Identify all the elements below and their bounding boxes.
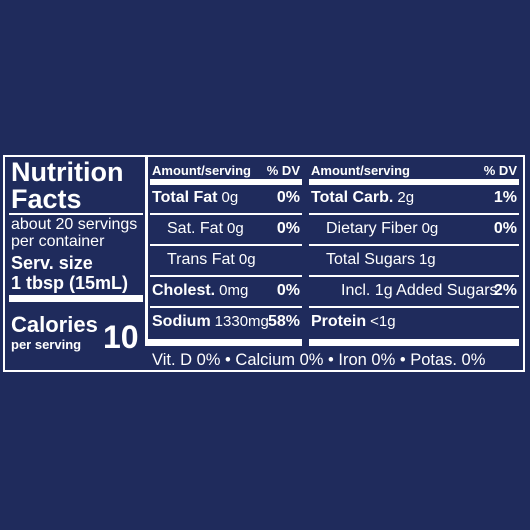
rule xyxy=(150,244,302,246)
servings: about 20 servings xyxy=(11,216,138,233)
row-name: Sat. Fat 0g xyxy=(167,220,244,237)
rule xyxy=(309,306,519,308)
rule xyxy=(150,179,302,185)
row-amount: 0mg xyxy=(219,282,249,299)
rule xyxy=(150,306,302,308)
rule xyxy=(9,295,143,302)
row-name: Protein <1g xyxy=(311,313,396,330)
row-amount: 0g xyxy=(421,220,439,237)
row-name: Total Fat 0g xyxy=(152,189,239,206)
rule xyxy=(150,275,302,277)
rule xyxy=(309,213,519,215)
row-amount: 0g xyxy=(221,189,239,206)
row-name: Total Sugars 1g xyxy=(326,251,436,268)
row-name: Total Carb. 2g xyxy=(311,189,415,206)
row-name: Dietary Fiber 0g xyxy=(326,220,439,237)
rule xyxy=(9,213,143,215)
rule xyxy=(309,339,519,346)
serving-size-label: Serv. size xyxy=(11,253,93,273)
row-amount: 0g xyxy=(238,251,256,268)
calories-label: Calories xyxy=(11,312,98,337)
row-dv: 1% xyxy=(493,189,517,206)
serving-size-value: 1 tbsp (15mL) xyxy=(11,273,129,293)
row-dv: 0% xyxy=(276,282,300,299)
title: Facts xyxy=(11,184,82,214)
row-dv: 58% xyxy=(267,313,300,330)
row-dv: 0% xyxy=(493,220,517,237)
calories-value: 10 xyxy=(103,319,139,355)
servings: per container xyxy=(11,233,105,250)
rule xyxy=(309,179,519,185)
row-amount: 1g xyxy=(418,251,436,268)
row-amount: 1330mg xyxy=(214,313,269,330)
footer: Vit. D 0% • Calcium 0% • Iron 0% • Potas… xyxy=(152,351,486,369)
header: % DV xyxy=(483,163,517,178)
row-name: Trans Fat 0g xyxy=(167,251,256,268)
nutrition-label: Nutrition Facts about 20 servings per conta… xyxy=(3,155,525,372)
row-amount: <1g xyxy=(370,313,396,330)
calories-sub: per serving xyxy=(11,337,82,352)
rule xyxy=(150,213,302,215)
divider xyxy=(145,157,148,339)
rule xyxy=(150,339,302,346)
rule xyxy=(309,244,519,246)
header: Amount/serving xyxy=(311,163,410,178)
row-amount: 0g xyxy=(227,220,244,237)
header: Amount/serving xyxy=(152,163,251,178)
header: % DV xyxy=(266,163,300,178)
rule xyxy=(145,339,153,346)
rule xyxy=(309,275,519,277)
row-dv: 0% xyxy=(276,189,300,206)
row-name: Sodium 1330mg xyxy=(152,313,269,330)
row-dv: 2% xyxy=(493,282,517,299)
row-name: Cholest. 0mg xyxy=(152,282,249,299)
title: Nutrition xyxy=(11,157,124,187)
row-amount: 2g xyxy=(397,189,415,206)
row-dv: 0% xyxy=(276,220,300,237)
row-name: Incl. 1g Added Sugars xyxy=(341,282,498,299)
